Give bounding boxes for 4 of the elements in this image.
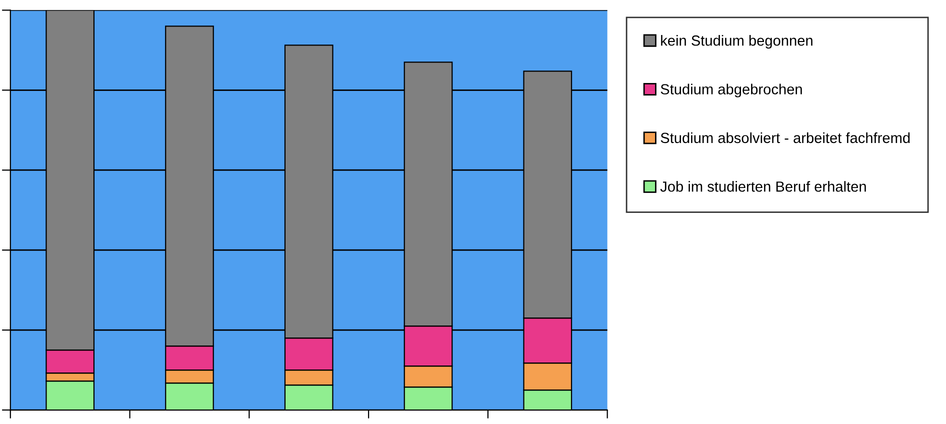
legend-label: Job im studierten Beruf erhalten <box>660 181 866 192</box>
legend-label: Studium absolviert - arbeitet fachfremd <box>660 132 910 144</box>
legend-label: Studium abgebrochen <box>660 84 802 98</box>
legend-label: kein Studium begonnen <box>661 35 812 49</box>
